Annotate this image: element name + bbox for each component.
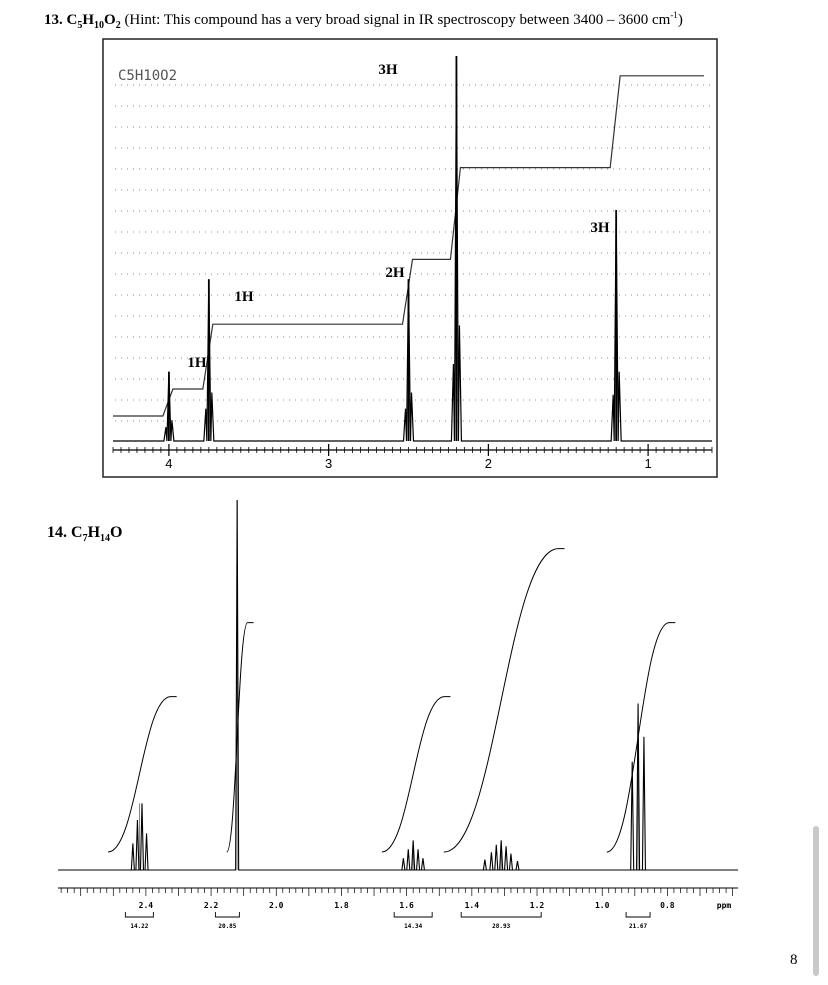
integration-label: 2H	[385, 265, 405, 281]
x-tick-label: 1	[644, 456, 651, 471]
spectrum-14-integral-values: 14.22 20.85 14.34 28.93 21.67	[124, 912, 651, 930]
x-tick-label: 2.0	[269, 901, 284, 910]
page-number: 8	[790, 952, 798, 968]
integration-trace	[113, 75, 704, 417]
integration-curve	[443, 548, 565, 853]
x-tick-label: 2.4	[139, 901, 154, 910]
x-tick-label: 1.0	[595, 901, 610, 910]
x-axis-unit: ppm	[717, 901, 732, 910]
hint-end: )	[677, 12, 683, 28]
formula-c-sub: 5	[77, 20, 83, 31]
spectrum-13-integration-labels: 1H 1H 2H 3H 3H	[187, 62, 610, 371]
integration-curve	[226, 622, 254, 853]
x-tick-label: 1.4	[465, 901, 480, 910]
x-tick-label: 2	[485, 456, 492, 471]
spectrum-trace	[58, 499, 738, 871]
x-tick-label: 1.8	[334, 901, 349, 910]
x-tick-label: 1.2	[530, 901, 545, 910]
formula-h: H	[82, 12, 95, 28]
spectrum-14-integration-curves	[107, 548, 676, 853]
scrollbar[interactable]	[813, 826, 819, 976]
integral-value: 28.93	[492, 923, 510, 930]
formula14-c: C	[71, 524, 83, 541]
x-tick-label: 2.2	[204, 901, 219, 910]
integral-value: 14.34	[404, 923, 422, 930]
formula-o-sub: 2	[115, 20, 121, 31]
integration-label: 1H	[187, 355, 207, 371]
integration-label: 1H	[234, 289, 254, 305]
x-tick-label: 3	[325, 456, 332, 471]
formula14-o: O	[110, 524, 123, 541]
spectrum-14-peaks	[58, 499, 738, 871]
integral-bracket	[393, 912, 433, 918]
integration-curve	[107, 696, 177, 853]
formula14-c-sub: 7	[82, 533, 88, 545]
spectrum-14-x-axis: 2.4 2.2 2.0 1.8 1.6 1.4 1.2 1.0 0.8 ppm	[58, 887, 738, 910]
formula14-h-sub: 14	[100, 533, 111, 545]
x-tick-label: 4	[165, 456, 172, 471]
problem-13-number: 13.	[44, 12, 63, 28]
formula-c: C	[66, 12, 78, 28]
integral-bracket	[124, 912, 154, 918]
spectrum-13-integration-curve	[113, 75, 704, 417]
integral-bracket	[625, 912, 651, 918]
problem-13-hint: (Hint: This compound has a very broad si…	[120, 12, 671, 28]
integration-label: 3H	[590, 220, 610, 236]
formula-o: O	[104, 12, 116, 28]
integral-value: 14.22	[130, 923, 148, 930]
integral-value: 20.85	[218, 923, 236, 930]
integral-bracket	[460, 912, 542, 918]
spectrum-13-sample-label: C5H10O2	[118, 68, 177, 84]
hint-superscript: -1	[670, 10, 678, 20]
formula-h-sub: 10	[94, 20, 105, 31]
formula14-h: H	[87, 524, 101, 541]
x-tick-label: 1.6	[399, 901, 414, 910]
spectrum-13-x-axis: 4 3 2 1	[112, 444, 713, 471]
integration-curve	[606, 622, 676, 853]
integration-label: 3H	[378, 62, 398, 78]
problem-14-title: 14. C7H14O	[47, 524, 122, 544]
integral-bracket	[214, 912, 240, 918]
spectrum-13-peaks	[113, 55, 712, 442]
problem-13-title: 13. C5H10O2 (Hint: This compound has a v…	[44, 10, 683, 31]
x-tick-label: 0.8	[660, 901, 675, 910]
integration-curve	[381, 696, 451, 853]
problem-14-number: 14.	[47, 524, 67, 541]
integral-value: 21.67	[629, 923, 647, 930]
